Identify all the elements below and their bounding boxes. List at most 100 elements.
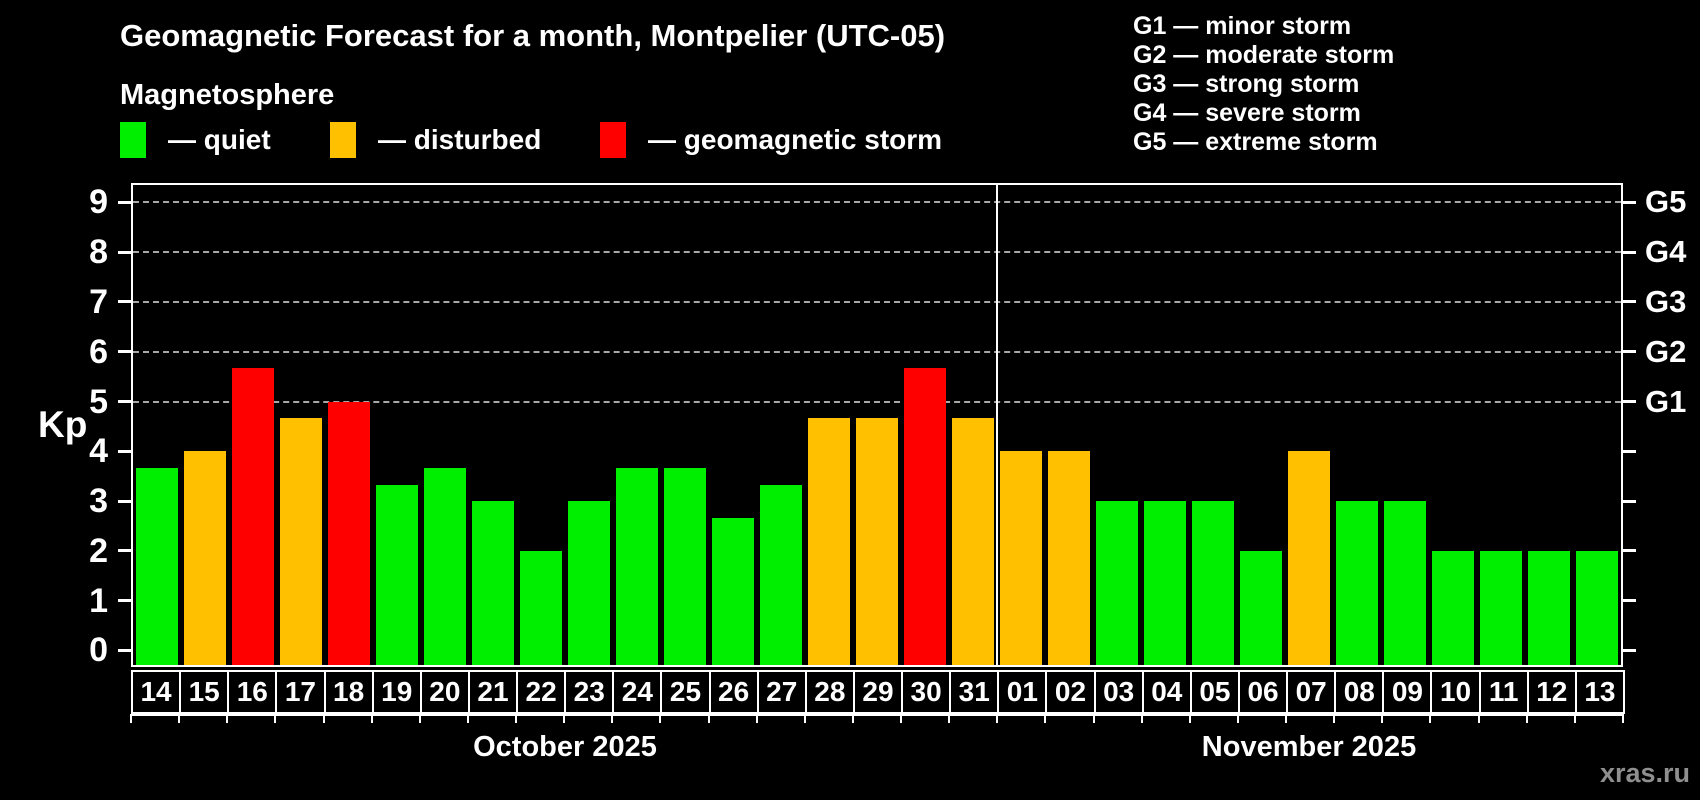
month-label-october: October 2025 xyxy=(473,731,657,763)
day-label-box: 15 xyxy=(179,670,230,714)
gridline-kp9 xyxy=(133,201,1621,204)
day-label-box: 20 xyxy=(419,670,470,714)
kp-bar xyxy=(376,484,418,665)
day-label-box: 31 xyxy=(949,670,1000,714)
y-axis-tick-label: 1 xyxy=(89,581,108,620)
day-label-box: 13 xyxy=(1574,670,1625,714)
month-divider-line xyxy=(996,185,998,665)
day-label-box: 26 xyxy=(708,670,759,714)
bottom-axis-tick xyxy=(322,714,325,723)
day-label-box: 22 xyxy=(516,670,567,714)
day-label-box: 16 xyxy=(227,670,278,714)
day-label-box: 02 xyxy=(1045,670,1096,714)
day-label-box: 11 xyxy=(1478,670,1529,714)
kp-bar xyxy=(520,550,562,665)
y-axis-tick-left xyxy=(118,350,131,354)
y-axis-tick-right xyxy=(1623,400,1636,404)
y-axis-tick-label: 5 xyxy=(89,382,108,421)
day-label-box: 24 xyxy=(612,670,663,714)
kp-bar xyxy=(1384,501,1426,665)
y-axis-tick-label: 6 xyxy=(89,332,108,371)
legend-label-quiet: — quiet xyxy=(168,124,271,155)
storm-scale-line-g2: G2 — moderate storm xyxy=(1133,41,1395,69)
bottom-axis-tick xyxy=(466,714,469,723)
y-axis-tick-label: 2 xyxy=(89,531,108,570)
bottom-axis-tick xyxy=(1381,714,1384,723)
day-label-box: 09 xyxy=(1382,670,1433,714)
y-axis-tick-label: 8 xyxy=(89,233,108,272)
day-label-box: 04 xyxy=(1141,670,1192,714)
bottom-axis-tick xyxy=(1477,714,1480,723)
day-label-box: 21 xyxy=(467,670,519,714)
storm-scale-line-g4: G4 — severe storm xyxy=(1133,99,1361,127)
y-axis-tick-right xyxy=(1623,499,1636,503)
g-scale-tick-label: G2 xyxy=(1645,333,1687,369)
legend-label-disturbed: — disturbed xyxy=(378,124,542,155)
day-label-box: 06 xyxy=(1237,670,1289,714)
bottom-axis-tick xyxy=(515,714,518,723)
y-axis-tick-left xyxy=(118,499,131,503)
bottom-axis-tick xyxy=(803,714,806,723)
kp-bar xyxy=(1096,501,1138,665)
kp-bar xyxy=(1192,501,1234,665)
bottom-axis-tick xyxy=(370,714,373,723)
g-scale-tick-label: G4 xyxy=(1645,234,1687,270)
kp-bar xyxy=(136,467,178,665)
y-axis-tick-right xyxy=(1623,648,1636,652)
day-label-box: 23 xyxy=(564,670,615,714)
y-axis-tick-right xyxy=(1623,549,1636,553)
bottom-axis-tick xyxy=(1092,714,1095,723)
bottom-axis-tick xyxy=(1429,714,1432,723)
kp-bar xyxy=(568,501,610,665)
y-axis-tick-label: 9 xyxy=(89,183,108,222)
day-label-box: 03 xyxy=(1093,670,1144,714)
gridline-kp5 xyxy=(133,400,1621,403)
bottom-axis-tick xyxy=(900,714,903,723)
day-label-box: 14 xyxy=(131,670,182,714)
kp-bar xyxy=(808,417,850,665)
day-label-box: 28 xyxy=(804,670,855,714)
bottom-axis-tick xyxy=(1188,714,1191,723)
bottom-axis-tick xyxy=(707,714,710,723)
kp-bar xyxy=(424,467,466,665)
bottom-axis-line xyxy=(131,714,1623,716)
chart-subtitle: Magnetosphere xyxy=(120,79,335,111)
legend-item-storm: — geomagnetic storm xyxy=(600,121,942,159)
gridline-kp6 xyxy=(133,350,1621,353)
storm-color-swatch xyxy=(600,122,626,158)
kp-bar xyxy=(856,417,898,665)
kp-bar xyxy=(1576,550,1618,665)
bottom-axis-tick xyxy=(418,714,421,723)
day-label-box: 05 xyxy=(1189,670,1240,714)
y-axis-tick-label: 0 xyxy=(89,631,108,670)
kp-bar xyxy=(1240,550,1282,665)
bottom-axis-tick xyxy=(1333,714,1336,723)
kp-bar xyxy=(1288,451,1330,665)
day-label-box: 08 xyxy=(1334,670,1385,714)
y-axis-tick-right xyxy=(1623,350,1636,354)
bottom-axis-tick xyxy=(1140,714,1143,723)
bottom-axis-tick xyxy=(1236,714,1239,723)
watermark: xras.ru xyxy=(1599,758,1690,788)
kp-bar xyxy=(1336,501,1378,665)
month-label-november: November 2025 xyxy=(1201,731,1417,763)
day-label-box: 01 xyxy=(997,670,1048,714)
day-label-box: 19 xyxy=(371,670,422,714)
y-axis-tick-right xyxy=(1623,200,1636,204)
gridline-kp7 xyxy=(133,300,1621,303)
y-axis-tick-left xyxy=(118,250,131,254)
legend-item-quiet: — quiet xyxy=(120,121,271,159)
bottom-axis-tick xyxy=(996,714,999,723)
y-axis-tick-left xyxy=(118,400,131,404)
y-axis-tick-right xyxy=(1623,300,1636,304)
kp-bar xyxy=(904,368,946,665)
day-label-box: 10 xyxy=(1430,670,1481,714)
y-axis-tick-label: 7 xyxy=(89,282,108,321)
bottom-axis-tick xyxy=(1285,714,1288,723)
day-label-box: 29 xyxy=(852,670,904,714)
bottom-axis-tick xyxy=(563,714,566,723)
day-label-box: 27 xyxy=(756,670,807,714)
kp-bar xyxy=(664,467,706,665)
y-axis-tick-label: 3 xyxy=(89,482,108,521)
kp-bar xyxy=(1528,550,1570,665)
